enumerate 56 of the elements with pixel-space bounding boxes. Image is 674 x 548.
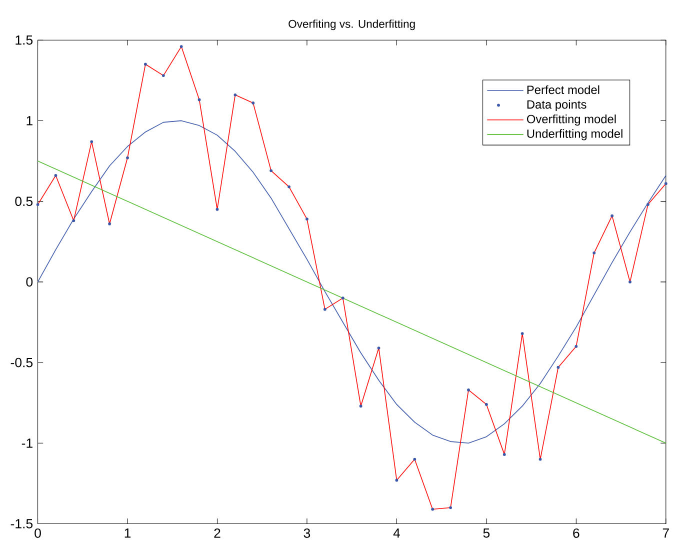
point bbox=[341, 296, 344, 300]
point bbox=[359, 404, 362, 408]
point bbox=[520, 332, 524, 336]
point bbox=[54, 174, 58, 178]
point bbox=[592, 252, 596, 255]
y-tick-label: -1.5 bbox=[10, 519, 33, 529]
x-tick-label: 1 bbox=[124, 528, 131, 538]
point bbox=[413, 458, 416, 461]
y-tick-label: -0.5 bbox=[10, 358, 33, 368]
point bbox=[502, 453, 506, 456]
legend-label: Overfitting model bbox=[526, 114, 616, 126]
point bbox=[144, 63, 147, 66]
legend-label: Data points bbox=[527, 100, 586, 112]
point bbox=[198, 98, 201, 102]
point bbox=[610, 214, 614, 218]
point bbox=[377, 346, 380, 350]
point bbox=[216, 208, 219, 212]
point bbox=[467, 388, 470, 392]
point bbox=[162, 74, 165, 78]
y-tick-label: 0 bbox=[26, 277, 33, 287]
point bbox=[108, 222, 112, 226]
point bbox=[126, 156, 129, 160]
point bbox=[395, 478, 398, 482]
point bbox=[36, 203, 40, 206]
point bbox=[252, 102, 255, 105]
point bbox=[234, 94, 237, 97]
point bbox=[306, 218, 308, 221]
point bbox=[484, 403, 488, 406]
point bbox=[180, 45, 183, 48]
point bbox=[323, 308, 326, 311]
chart-title: Overfiting vs. Underfitting bbox=[288, 20, 415, 30]
point bbox=[628, 280, 632, 284]
legend-label: Underfitting model bbox=[527, 129, 622, 140]
point bbox=[574, 345, 578, 348]
y-tick-label: -1 bbox=[22, 438, 32, 448]
x-tick-label: 4 bbox=[393, 528, 400, 538]
y-tick-label: 0.5 bbox=[15, 196, 33, 206]
point bbox=[288, 186, 290, 188]
x-tick-label: 3 bbox=[304, 528, 310, 538]
point bbox=[431, 508, 434, 511]
point bbox=[270, 169, 273, 172]
line-series bbox=[37, 46, 668, 510]
legend-label: Perfect model bbox=[527, 86, 600, 94]
point bbox=[90, 140, 94, 144]
x-tick-label: 0 bbox=[34, 528, 41, 538]
y-tick-label: 1.5 bbox=[16, 36, 33, 45]
point bbox=[646, 203, 650, 206]
x-tick-label: 7 bbox=[662, 528, 669, 538]
x-tick-label: 5 bbox=[483, 528, 490, 538]
point bbox=[556, 366, 560, 370]
point bbox=[538, 458, 542, 461]
point bbox=[449, 506, 452, 510]
x-tick-label: 6 bbox=[573, 528, 580, 538]
y-tick-label: 1 bbox=[26, 116, 32, 126]
point bbox=[72, 219, 76, 222]
x-tick-label: 2 bbox=[214, 528, 220, 538]
